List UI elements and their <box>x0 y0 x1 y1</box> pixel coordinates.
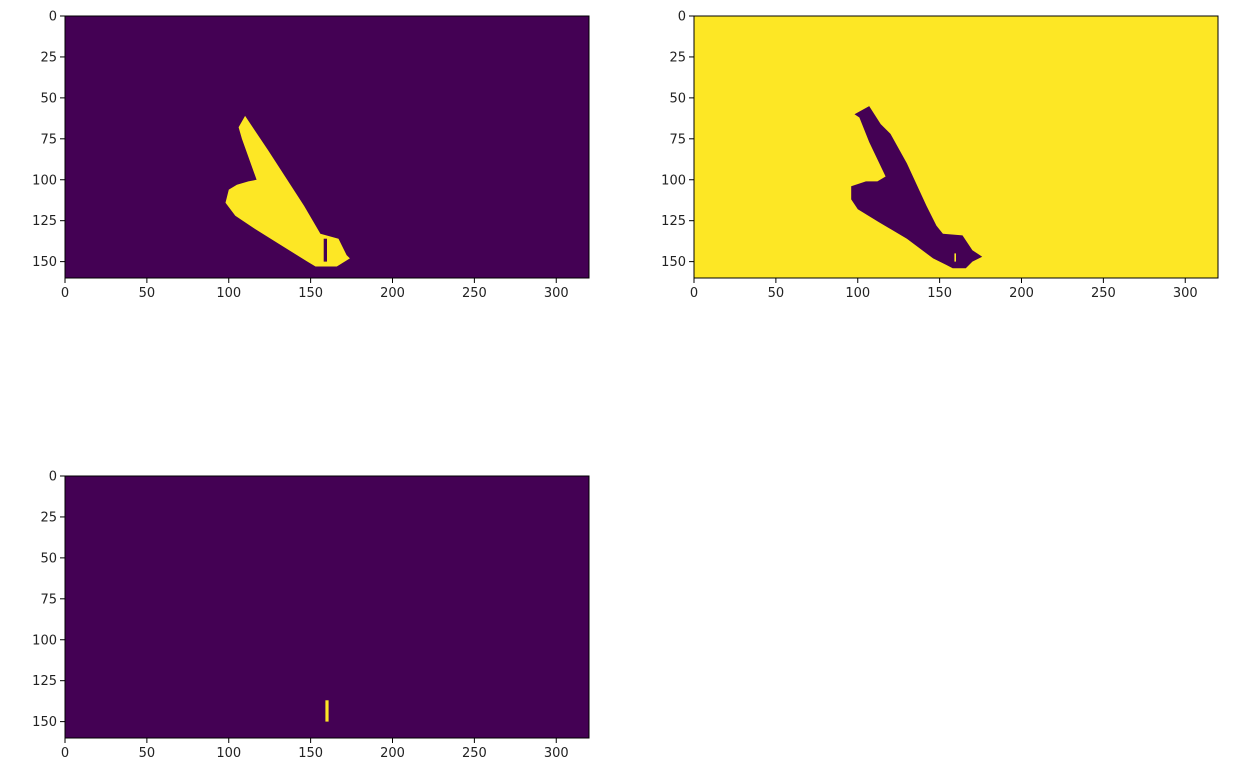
x-tick-label: 50 <box>139 746 156 761</box>
x-tick-label: 0 <box>690 286 698 301</box>
axes-frame <box>64 475 590 739</box>
x-tick-label: 50 <box>139 286 156 301</box>
heatmap-bottom-left: 0 50 100 150 200 250 300 0 25 50 75 100 125 150 <box>32 470 590 761</box>
y-tick-label: 125 <box>32 214 57 229</box>
heatmap-top-left: 0 50 100 150 200 250 300 0 25 50 75 100 125 150 <box>32 10 590 301</box>
x-tick-label: 150 <box>927 286 952 301</box>
heatmap-background <box>694 16 1218 278</box>
heatmap-top-right: 0 50 100 150 200 250 300 0 25 50 75 100 125 150 <box>661 10 1219 301</box>
y-tick-label: 75 <box>40 132 57 147</box>
y-tick-label: 25 <box>40 50 57 65</box>
y-tick-label: 50 <box>40 551 57 566</box>
x-tick-label: 100 <box>216 286 241 301</box>
y-tick-label: 0 <box>678 10 686 25</box>
x-tick-label: 0 <box>61 286 69 301</box>
x-tick-label: 0 <box>61 746 69 761</box>
x-tick-label: 100 <box>845 286 870 301</box>
mask-region-0 <box>325 700 329 722</box>
y-tick-label: 0 <box>49 10 57 25</box>
x-tick-label: 300 <box>544 286 569 301</box>
axes-frame <box>693 15 1219 279</box>
x-tick-label: 250 <box>462 746 487 761</box>
mask-region-0 <box>225 115 350 267</box>
y-tick-label: 25 <box>669 50 686 65</box>
x-tick-label: 300 <box>544 746 569 761</box>
y-tick-label: 125 <box>661 214 686 229</box>
y-tick-label: 0 <box>49 470 57 485</box>
y-tick-label: 100 <box>32 633 57 648</box>
x-tick-label: 100 <box>216 746 241 761</box>
x-tick-label: 200 <box>380 286 405 301</box>
x-tick-label: 200 <box>380 746 405 761</box>
mask-region-1 <box>954 253 956 262</box>
y-tick-label: 100 <box>32 173 57 188</box>
y-tick-label: 50 <box>40 91 57 106</box>
y-tick-label: 150 <box>661 255 686 270</box>
x-tick-label: 150 <box>298 746 323 761</box>
x-tick-label: 50 <box>768 286 785 301</box>
x-tick-label: 250 <box>462 286 487 301</box>
mask-regions <box>325 700 329 722</box>
mask-regions <box>851 106 983 269</box>
y-tick-label: 150 <box>32 255 57 270</box>
y-tick-label: 50 <box>669 91 686 106</box>
y-tick-label: 25 <box>40 510 57 525</box>
heatmap-background <box>65 16 589 278</box>
heatmap-background <box>65 476 589 738</box>
y-tick-label: 125 <box>32 674 57 689</box>
mask-regions <box>225 115 350 267</box>
x-tick-label: 150 <box>298 286 323 301</box>
mask-region-0 <box>851 106 983 269</box>
y-tick-label: 100 <box>661 173 686 188</box>
y-tick-label: 150 <box>32 715 57 730</box>
x-tick-label: 250 <box>1091 286 1116 301</box>
y-tick-label: 75 <box>669 132 686 147</box>
axes-frame <box>64 15 590 279</box>
y-tick-label: 75 <box>40 592 57 607</box>
mask-region-1 <box>323 238 327 262</box>
x-tick-label: 200 <box>1009 286 1034 301</box>
x-tick-label: 300 <box>1173 286 1198 301</box>
